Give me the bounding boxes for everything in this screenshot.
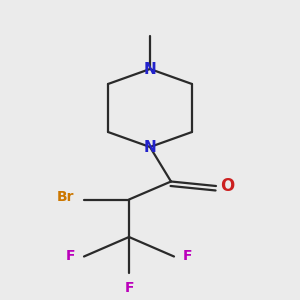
Text: N: N <box>144 61 156 76</box>
Text: O: O <box>220 177 235 195</box>
Text: F: F <box>66 250 76 263</box>
Text: F: F <box>182 250 192 263</box>
Text: Br: Br <box>57 190 74 204</box>
Text: N: N <box>144 140 156 154</box>
Text: F: F <box>124 281 134 296</box>
